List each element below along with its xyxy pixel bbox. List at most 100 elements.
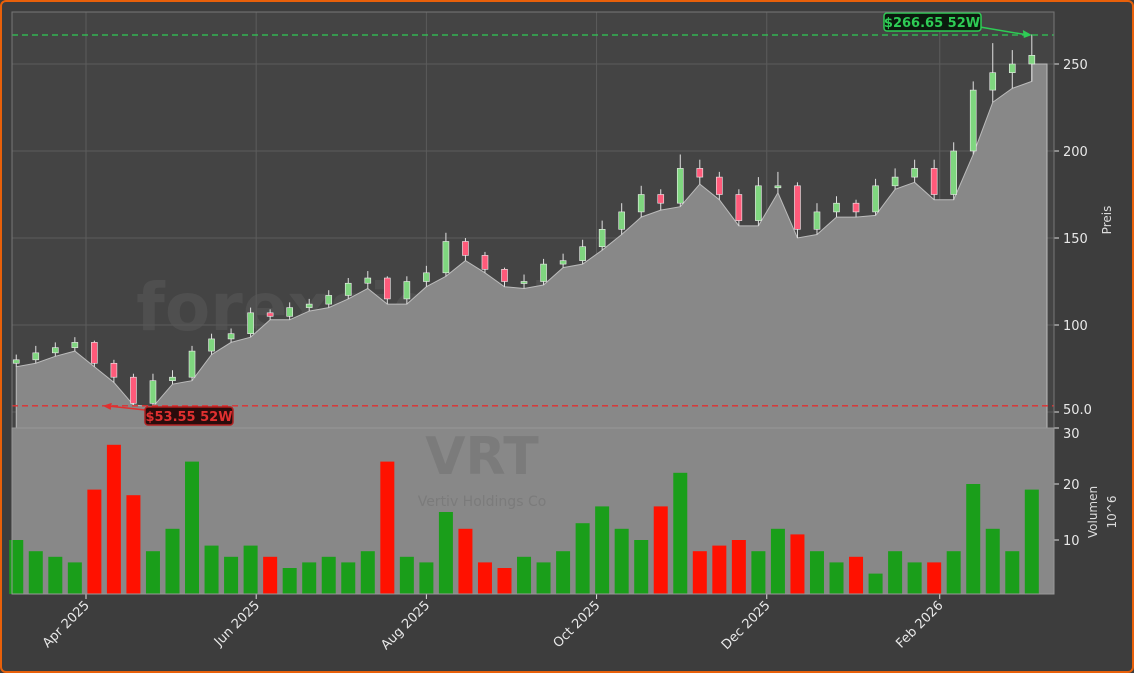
candle-body	[364, 277, 372, 284]
volume-tick-label: 20	[1063, 478, 1080, 493]
high-52w-label-box	[883, 12, 982, 32]
candle-body	[969, 89, 977, 152]
candle-body	[462, 241, 469, 256]
volume-bar	[614, 528, 629, 594]
volume-bar	[419, 562, 434, 594]
volume-bars	[9, 444, 1039, 594]
volume-bar	[829, 562, 844, 594]
candle-body	[1008, 63, 1016, 73]
candle-body	[266, 312, 274, 317]
candle-body	[423, 272, 430, 282]
candle-body	[286, 307, 293, 317]
volume-bar	[888, 551, 903, 594]
candle-body	[618, 211, 625, 230]
low-52w-arrow	[106, 405, 146, 411]
candle-body	[540, 263, 547, 282]
price-area	[15, 63, 1048, 429]
company-watermark: Vertiv Holdings Co	[418, 494, 547, 510]
high-52w-arrowhead	[1022, 30, 1032, 39]
candle-body	[130, 376, 137, 404]
candle-body	[52, 347, 59, 354]
volume-bar	[770, 528, 785, 594]
volume-bar	[204, 545, 219, 594]
candle-body	[833, 202, 840, 213]
volume-bar	[321, 556, 336, 594]
candle-body	[735, 194, 743, 221]
candle-body	[501, 269, 508, 282]
candle-body	[91, 342, 98, 364]
volume-bar	[634, 540, 649, 594]
candle-body	[149, 380, 157, 404]
volume-bar	[556, 551, 571, 594]
volume-tick-label: 10	[1063, 534, 1080, 549]
annotations: $266.65 52W $53.55 52W	[12, 12, 1054, 426]
volume-bar	[907, 562, 922, 594]
volume-bar	[9, 540, 24, 594]
volume-bar	[106, 444, 121, 594]
volume-bar	[243, 545, 258, 594]
candle-body	[188, 350, 196, 378]
high-52w-arrow	[979, 26, 1028, 36]
candle-body	[208, 338, 215, 352]
volume-bar	[48, 556, 63, 594]
candle-body	[579, 246, 586, 261]
candle-body	[384, 277, 391, 300]
x-tick-label: Jun 2025	[211, 598, 263, 650]
low-52w-arrowhead	[102, 402, 112, 410]
candle-body	[305, 303, 313, 308]
candle-body	[1028, 54, 1036, 65]
volume-bar	[477, 562, 492, 594]
volume-bar	[458, 528, 473, 594]
volume-bar	[927, 562, 942, 594]
candle-body	[520, 281, 528, 284]
x-tick-label: Oct 2025	[551, 598, 604, 651]
candle-body	[403, 281, 411, 300]
volume-plot-border	[11, 427, 1055, 595]
candle-body	[716, 176, 723, 195]
candle-body	[813, 211, 821, 230]
volume-bar	[145, 551, 160, 594]
candle-body	[930, 168, 938, 195]
volume-bar	[731, 540, 746, 594]
candle-body	[696, 168, 704, 178]
candle-body	[911, 168, 918, 178]
price-tick-label: 50.0	[1063, 403, 1092, 418]
volume-bar	[712, 545, 727, 594]
volume-bar	[868, 573, 883, 594]
volume-bar	[536, 562, 551, 594]
volume-bar	[67, 562, 82, 594]
price-tick-label: 200	[1063, 145, 1088, 160]
volume-bar	[341, 562, 356, 594]
candle-body	[227, 333, 235, 340]
x-tick-label: Apr 2025	[40, 598, 93, 651]
candle-body	[872, 185, 879, 213]
volume-bar	[438, 512, 453, 594]
volume-bar	[126, 495, 141, 594]
candle-body	[169, 376, 176, 381]
candle-body	[12, 359, 20, 364]
volume-bar	[185, 461, 200, 594]
candle-body	[598, 229, 606, 248]
candle-body	[110, 362, 118, 378]
x-tick-label: Dec 2025	[719, 598, 774, 653]
candles	[12, 34, 1036, 407]
low-52w-label-box	[144, 406, 234, 426]
candle-body	[950, 150, 957, 195]
ticker-watermark: VRT	[425, 427, 539, 487]
candle-body	[325, 295, 333, 305]
candle-body	[891, 176, 899, 187]
volume-axis-label: Volumen	[1086, 486, 1100, 538]
volume-bar	[28, 551, 43, 594]
volume-bar	[87, 489, 102, 594]
volume-bar	[302, 562, 317, 594]
volume-bar	[790, 534, 805, 594]
candle-body	[676, 168, 684, 204]
volume-bar	[849, 556, 864, 594]
volume-bar	[575, 523, 590, 594]
volume-bar	[966, 484, 981, 594]
high-52w-label: $266.65 52W	[884, 16, 980, 31]
candle-body	[637, 194, 645, 213]
volume-bar	[1005, 551, 1020, 594]
price-tick-label: 100	[1063, 319, 1088, 334]
